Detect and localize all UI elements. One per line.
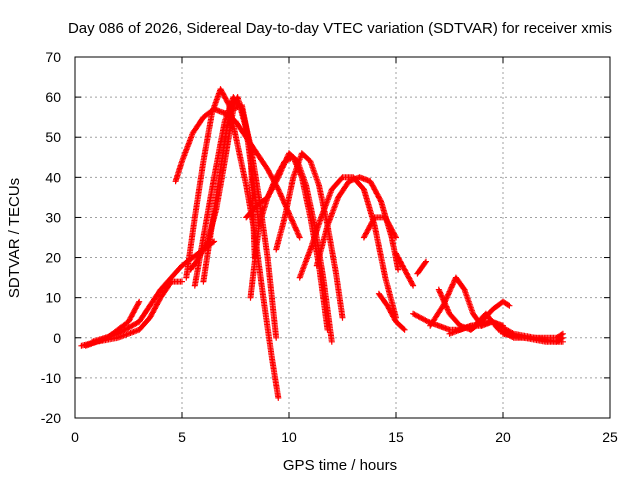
y-axis-label: SDTVAR / TECUs [6, 178, 23, 298]
x-tick-label: 10 [281, 429, 297, 445]
x-tick-label: 25 [602, 429, 618, 445]
x-tick-label: 5 [178, 429, 186, 445]
series-arc16 [375, 290, 408, 333]
x-tick-label: 0 [71, 429, 79, 445]
series-arc8 [187, 102, 258, 273]
series-arc3 [82, 298, 143, 349]
y-tick-label: 10 [45, 290, 61, 306]
series-arc11 [273, 150, 346, 321]
y-tick-label: 60 [45, 89, 61, 105]
chart-title: Day 086 of 2026, Sidereal Day-to-day VTE… [68, 20, 612, 37]
y-tick-label: 0 [53, 330, 61, 346]
data-points [78, 86, 566, 401]
series-arc15 [393, 250, 417, 289]
y-tick-label: 30 [45, 209, 61, 225]
y-tick-label: -10 [41, 370, 61, 386]
series-markers [360, 214, 399, 241]
x-axis: 0 5 10 15 20 25 [71, 57, 618, 445]
series-markers [273, 150, 346, 321]
x-tick-label: 20 [495, 429, 511, 445]
y-tick-label: 40 [45, 169, 61, 185]
series-markers [393, 250, 417, 289]
y-tick-label: -20 [41, 410, 61, 426]
y-tick-label: 70 [45, 49, 61, 65]
y-tick-label: 20 [45, 250, 61, 266]
grid [75, 57, 610, 418]
series-arc17 [414, 258, 429, 277]
x-tick-label: 15 [388, 429, 404, 445]
x-axis-label: GPS time / hours [283, 457, 397, 474]
y-axis: -20 -10 0 10 20 30 40 50 60 70 [41, 49, 610, 426]
series-markers [500, 330, 566, 345]
series-arc14 [360, 214, 399, 241]
series-markers [82, 298, 143, 349]
series-markers [375, 290, 408, 333]
series-markers [187, 102, 258, 273]
plot-frame [74, 56, 611, 419]
series-markers [414, 258, 429, 277]
series-arc23 [500, 330, 566, 345]
y-tick-label: 50 [45, 129, 61, 145]
